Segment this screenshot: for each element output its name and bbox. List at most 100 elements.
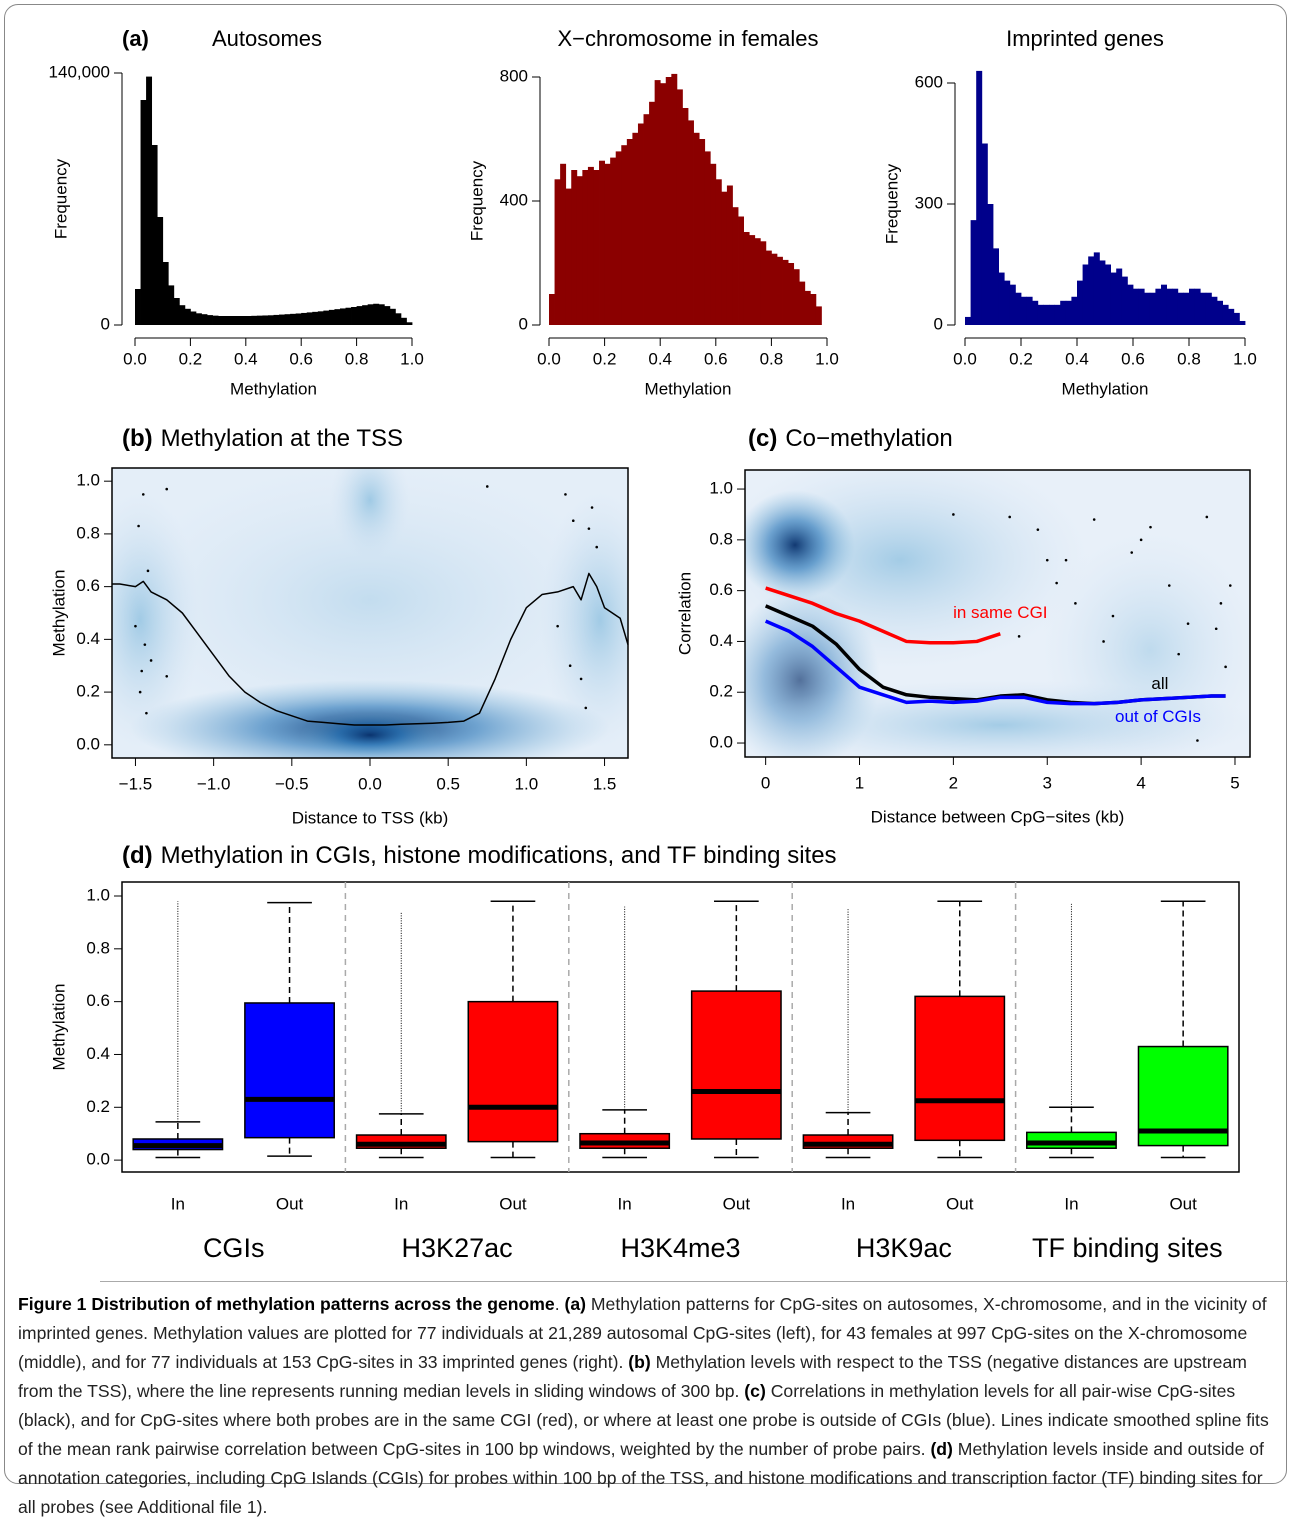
scatter-point — [1196, 739, 1199, 742]
histogram-bar — [610, 157, 617, 325]
x-tick-label: 5 — [1230, 773, 1239, 792]
histogram-bar — [295, 313, 302, 325]
x-tick-label: 0.2 — [179, 349, 203, 368]
x-axis-label: Methylation — [645, 379, 732, 398]
histogram-bar — [1149, 292, 1156, 325]
histogram-bar — [179, 305, 186, 325]
scatter-point — [1219, 602, 1223, 605]
histogram-bar — [140, 100, 147, 325]
x-tick-label: −1.0 — [197, 774, 231, 793]
histogram-bar — [615, 151, 622, 325]
x-tick-label: 0.0 — [953, 349, 977, 368]
scatter-point — [1167, 584, 1171, 587]
histogram-bar — [1239, 320, 1246, 325]
scatter-point — [568, 664, 572, 668]
scatter-point — [165, 487, 169, 491]
y-tick-label: 0.6 — [76, 576, 100, 595]
x-tick-label: Out — [499, 1194, 527, 1213]
histogram-bar — [339, 308, 346, 325]
histogram-bar — [1099, 260, 1106, 325]
scatter-point — [579, 677, 583, 681]
x-tick-label: Out — [723, 1194, 751, 1213]
line-label: out of CGIs — [1115, 707, 1201, 726]
x-tick-label: −1.5 — [119, 774, 153, 793]
scatter-point — [1139, 538, 1143, 542]
y-tick-label: 0.4 — [76, 629, 100, 648]
histogram-bar — [223, 316, 230, 325]
histogram-bar — [1077, 280, 1083, 325]
histogram-bar — [218, 316, 225, 325]
histogram-bar — [804, 290, 811, 325]
histogram-bar — [190, 311, 197, 325]
y-tick-label: 0.6 — [709, 580, 733, 599]
y-tick-label: 0 — [101, 314, 110, 333]
histogram-bar — [732, 207, 739, 325]
histogram-bar — [676, 89, 683, 326]
histogram-bar — [976, 70, 983, 326]
histogram-bar — [760, 241, 767, 325]
histogram-bar — [317, 311, 324, 325]
histogram-bar — [1121, 276, 1128, 325]
histogram-bar — [632, 132, 639, 325]
caption-text: Correlations in methylation levels for a… — [18, 1381, 1269, 1459]
histogram-bar — [815, 306, 822, 325]
histogram-bar — [970, 220, 977, 325]
histogram-bar — [306, 312, 313, 325]
histogram-bar — [554, 179, 561, 325]
scatter-point — [1205, 515, 1209, 519]
histogram-bar — [810, 294, 817, 325]
chart-title-text: Methylation at the TSS — [161, 425, 403, 452]
caption-rule — [100, 1281, 1288, 1282]
x-tick-label: 0.4 — [648, 349, 672, 368]
histogram-bar — [384, 306, 391, 325]
histogram-bar — [229, 316, 236, 325]
scatter-point — [146, 569, 150, 573]
histogram-bar — [146, 76, 153, 325]
histogram-bar — [660, 83, 667, 325]
histogram-bar — [1004, 280, 1011, 325]
chart-title-text: Co−methylation — [785, 425, 952, 452]
histogram-bar — [256, 315, 263, 325]
histogram-bar — [168, 285, 175, 325]
y-tick-label: 0.2 — [76, 682, 100, 701]
box — [244, 1002, 335, 1139]
group-label: H3K9ac — [856, 1233, 952, 1263]
panel-label: (c) — [748, 425, 777, 452]
scatter-point — [141, 493, 145, 496]
histogram-bar — [626, 139, 633, 325]
scatter-point — [485, 485, 489, 488]
histogram-bar — [1155, 288, 1162, 325]
scatter-point — [1036, 528, 1040, 531]
histogram-bar — [351, 307, 357, 325]
x-tick-label: 0.8 — [760, 349, 784, 368]
histogram-bar — [1228, 308, 1235, 325]
box — [467, 1000, 559, 1143]
scatter-point — [1224, 665, 1227, 669]
histogram-bar — [195, 313, 202, 325]
x-axis-label: Distance between CpG−sites (kb) — [871, 807, 1125, 826]
density-c — [745, 470, 1250, 757]
histogram-bar — [367, 304, 374, 325]
histogram-bar — [212, 315, 219, 325]
y-tick-label: 1.0 — [709, 479, 733, 498]
histogram-bar — [1194, 288, 1201, 325]
histogram-bar — [373, 303, 380, 325]
histogram-bar — [665, 77, 672, 325]
figure-border — [4, 4, 1287, 1484]
x-tick-label: 1 — [855, 773, 864, 792]
caption-heading: (c) — [744, 1381, 766, 1401]
histogram-bar — [1138, 288, 1145, 325]
histogram-bar — [649, 101, 656, 325]
histogram-bar — [782, 259, 789, 325]
x-tick-label: In — [171, 1194, 185, 1213]
histogram-bar — [334, 309, 341, 325]
histogram-bar — [1093, 252, 1100, 325]
histogram-bar — [345, 307, 352, 325]
y-axis-label: Correlation — [675, 572, 694, 655]
histogram-bar — [184, 308, 191, 325]
x-tick-label: Out — [1169, 1194, 1197, 1213]
chart-title: Imprinted genes — [1006, 26, 1164, 51]
y-tick-label: 0.4 — [709, 631, 733, 650]
x-tick-label: 0.4 — [234, 349, 258, 368]
y-tick-label: 0.8 — [86, 938, 110, 957]
